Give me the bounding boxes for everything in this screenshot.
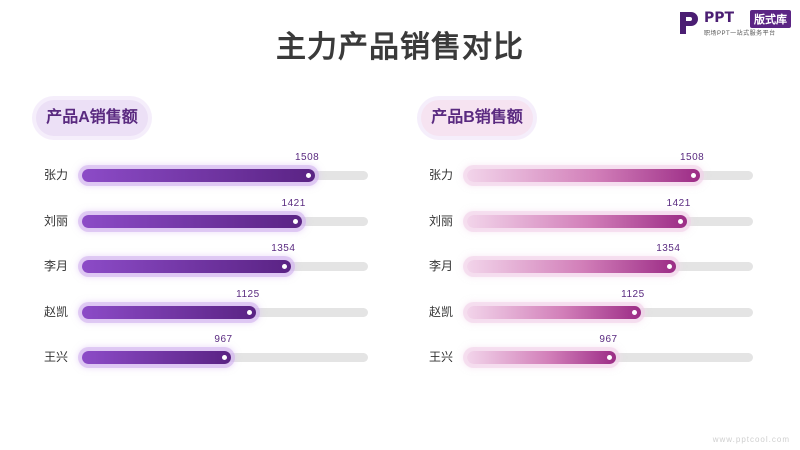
- bar: [82, 169, 316, 182]
- bar: [467, 260, 677, 273]
- bar-end-dot: [306, 173, 312, 178]
- bar: [467, 169, 701, 182]
- bar: [82, 351, 232, 364]
- bar-row: 刘丽 1421: [36, 198, 376, 228]
- logo-mark-icon: [680, 12, 698, 34]
- bar-end-dot: [282, 264, 288, 269]
- category-label: 赵凯: [429, 304, 454, 319]
- bar-row: 刘丽 1421: [421, 198, 761, 228]
- category-label: 刘丽: [44, 213, 69, 228]
- category-label: 刘丽: [429, 213, 454, 228]
- value-label: 1421: [666, 197, 691, 209]
- value-label: 1508: [680, 152, 705, 163]
- bar: [467, 214, 687, 228]
- value-label: 1125: [236, 288, 260, 300]
- category-label: 李月: [44, 259, 69, 273]
- logo-word: PPT: [704, 10, 735, 26]
- category-label: 张力: [429, 168, 454, 182]
- bar: [82, 214, 302, 228]
- bar-rows-b: 张力 1508 刘丽 1421 李月 1354 赵凯 1125 王兴 967: [421, 100, 761, 390]
- bar: [82, 305, 256, 319]
- chart-title-product-a: 产品A销售额: [36, 100, 148, 136]
- bar-end-dot: [292, 218, 298, 224]
- value-label: 967: [214, 334, 233, 345]
- bar-end-dot: [677, 218, 683, 224]
- bar-row: 李月 1354: [421, 243, 761, 273]
- bar-end-dot: [607, 355, 613, 360]
- category-label: 王兴: [429, 350, 454, 364]
- bar-row: 赵凯 1125: [36, 289, 376, 319]
- chart-panel-product-b: 产品B销售额 张力 1508 刘丽 1421 李月 1354 赵凯 1125 王兴 967: [421, 100, 761, 390]
- bar: [467, 305, 641, 319]
- category-label: 赵凯: [44, 304, 69, 319]
- category-label: 李月: [429, 259, 454, 273]
- bar: [82, 260, 292, 273]
- bar-rows-a: 张力 1508 刘丽 1421 李月 1354 赵凯 1125 王兴 967: [36, 100, 376, 390]
- value-label: 1508: [295, 152, 320, 163]
- logo-badge: 版式库: [750, 10, 791, 28]
- slide-title: 主力产品销售对比: [276, 31, 524, 64]
- bar-end-dot: [222, 355, 228, 360]
- logo-tagline: 职场PPT一站式服务平台: [704, 31, 776, 37]
- chart-title-product-b: 产品B销售额: [421, 100, 533, 136]
- value-label: 967: [599, 334, 618, 345]
- bar-row: 李月 1354: [36, 243, 376, 273]
- bar-end-dot: [691, 173, 697, 178]
- bar-row: 张力 1508: [421, 152, 761, 182]
- value-label: 1354: [656, 243, 681, 254]
- value-label: 1125: [621, 288, 645, 300]
- value-label: 1421: [281, 197, 306, 209]
- category-label: 张力: [44, 168, 69, 182]
- bar-row: 王兴 967: [36, 334, 376, 364]
- bar-row: 张力 1508: [36, 152, 376, 182]
- bar: [467, 351, 617, 364]
- bar-end-dot: [631, 309, 637, 315]
- brand-logo[interactable]: PPT 版式库 职场PPT一站式服务平台: [678, 8, 796, 40]
- bar-end-dot: [246, 309, 252, 315]
- watermark: www.pptcool.com: [712, 435, 790, 444]
- value-label: 1354: [271, 243, 296, 254]
- bar-row: 赵凯 1125: [421, 289, 761, 319]
- category-label: 王兴: [44, 350, 69, 364]
- chart-panel-product-a: 产品A销售额 张力 1508 刘丽 1421 李月 1354 赵凯 1125 王兴 967: [36, 100, 376, 390]
- bar-row: 王兴 967: [421, 334, 761, 364]
- bar-end-dot: [667, 264, 673, 269]
